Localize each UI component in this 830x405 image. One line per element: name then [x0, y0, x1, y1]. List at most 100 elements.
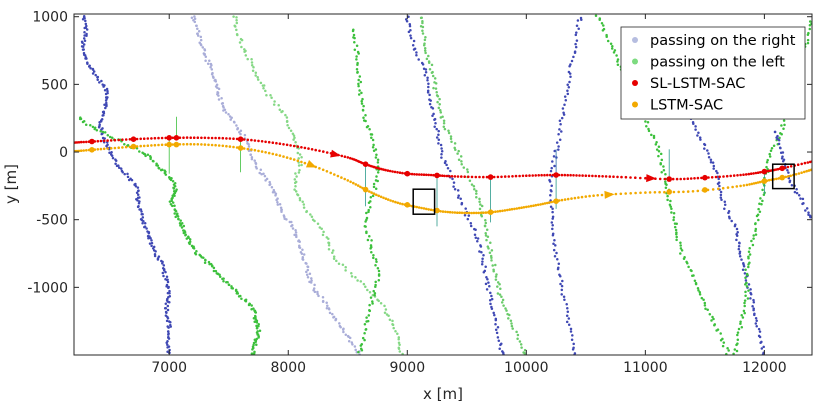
trajectory-point [619, 192, 623, 196]
obstacle-point [777, 139, 781, 142]
obstacle-point [255, 167, 258, 170]
obstacle-point [199, 43, 203, 47]
obstacle-point [339, 325, 342, 329]
obstacle-point [199, 38, 203, 42]
trajectory-point [207, 143, 210, 147]
obstacle-point [720, 198, 723, 202]
obstacle-point [171, 201, 175, 204]
obstacle-point [424, 68, 428, 71]
obstacle-point [272, 188, 276, 192]
trajectory-point [612, 175, 615, 178]
obstacle-point [300, 156, 303, 159]
trajectory-point [377, 194, 381, 198]
obstacle-point [162, 264, 166, 267]
obstacle-point [666, 198, 669, 202]
trajectory-point [475, 211, 478, 215]
obstacle-point [151, 247, 155, 250]
obstacle-point [491, 264, 494, 267]
obstacle-point [370, 136, 373, 140]
obstacle-point [115, 164, 119, 168]
obstacle-point [337, 262, 341, 266]
obstacle-point [467, 214, 471, 217]
trajectory-point [242, 147, 246, 150]
obstacle-point [142, 219, 145, 223]
obstacle-point [722, 341, 726, 344]
trajectory-point [349, 180, 352, 184]
obstacle-point [799, 197, 802, 200]
obstacle-point [480, 251, 483, 254]
obstacle-point [740, 326, 744, 329]
trajectory-point [532, 204, 535, 207]
obstacle-point [672, 211, 676, 215]
obstacle-point [738, 252, 741, 255]
trajectory-point [482, 175, 485, 179]
obstacle-point [741, 316, 745, 319]
obstacle-point [755, 324, 758, 328]
obstacle-point [440, 147, 443, 150]
obstacle-point [374, 264, 377, 267]
obstacle-point [377, 269, 381, 273]
obstacle-point [91, 72, 95, 75]
trajectory-point [578, 174, 581, 177]
trajectory-point [460, 211, 464, 215]
obstacle-point [144, 154, 147, 158]
trajectory-point [797, 172, 801, 175]
trajectory-point [303, 161, 307, 165]
obstacle-point [706, 308, 709, 311]
trajectory-point [683, 177, 686, 181]
obstacle-point [501, 298, 505, 302]
trajectory-point [296, 159, 300, 162]
obstacle-point [812, 16, 815, 19]
obstacle-point [409, 34, 412, 37]
obstacle-point [254, 71, 258, 74]
trajectory-point [563, 198, 567, 201]
obstacle-point [391, 319, 394, 323]
obstacle-point [84, 22, 88, 26]
obstacle-point [754, 229, 757, 233]
trajectory-point [736, 174, 739, 177]
obstacle-point [499, 343, 502, 347]
obstacle-point [567, 85, 571, 89]
trajectory-point [758, 180, 762, 184]
obstacle-point [437, 133, 440, 137]
obstacle-point [136, 199, 139, 202]
obstacle-point [427, 85, 430, 89]
obstacle-point [577, 27, 580, 30]
obstacle-point [356, 63, 359, 66]
obstacle-point [361, 97, 364, 101]
obstacle-point [735, 349, 739, 353]
trajectory-point [496, 210, 500, 213]
obstacle-point [220, 97, 223, 100]
obstacle-point [388, 318, 392, 321]
obstacle-point [645, 125, 648, 128]
trajectory-point [546, 173, 549, 177]
trajectory-point [450, 175, 454, 178]
trajectory-marker [89, 147, 95, 153]
trajectory-point [456, 175, 460, 178]
obstacle-point [334, 318, 337, 322]
obstacle-point [296, 151, 300, 155]
trajectory-point [356, 184, 360, 187]
obstacle-point [294, 233, 298, 237]
trajectory-point [560, 173, 564, 177]
obstacle-point [504, 307, 507, 310]
obstacle-point [154, 250, 157, 253]
obstacle-point [149, 157, 152, 161]
obstacle-point [316, 222, 320, 226]
obstacle-point [212, 266, 216, 270]
trajectory-point [388, 169, 392, 173]
trajectory-point [359, 185, 362, 189]
trajectory-point [543, 173, 546, 177]
trajectory-point [401, 202, 404, 206]
obstacle-point [372, 185, 376, 189]
obstacle-point [278, 108, 282, 111]
obstacle-point [480, 262, 484, 266]
obstacle-point [484, 234, 488, 237]
obstacle-point [768, 155, 772, 158]
trajectory-point [325, 151, 329, 154]
trajectory-point [121, 146, 124, 149]
obstacle-point [569, 330, 573, 333]
trajectory-point [413, 173, 416, 176]
obstacle-point [487, 281, 490, 284]
